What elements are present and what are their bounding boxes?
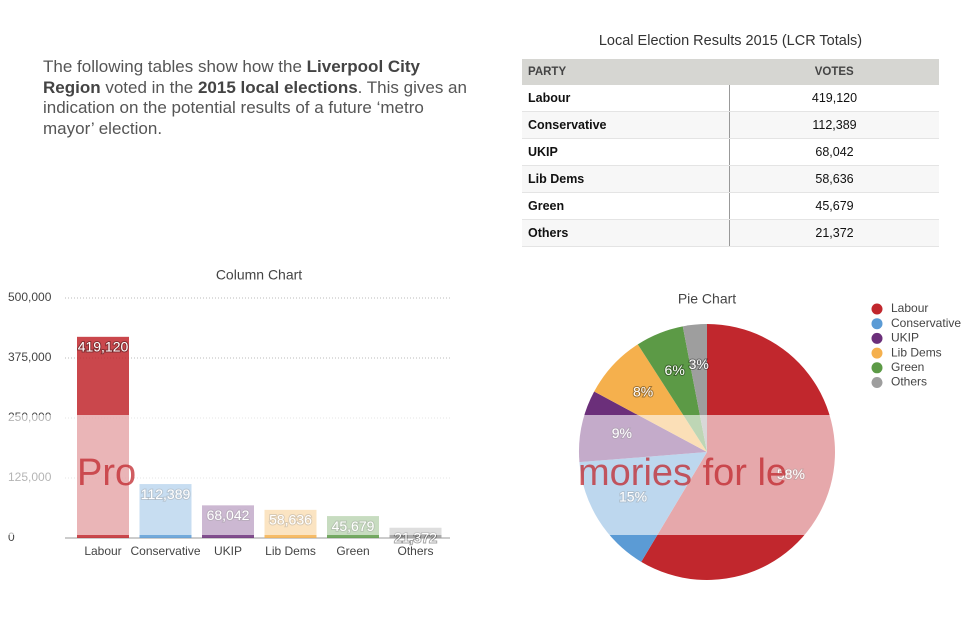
- x-tick-label: Green: [336, 544, 369, 558]
- table-cell: 419,120: [729, 85, 939, 112]
- chart-title: Pie Chart: [678, 291, 736, 307]
- table-row: Green 45,679: [522, 192, 939, 220]
- legend-label: Conservative: [891, 316, 961, 330]
- intro-segment: . This gives an indication on the potent…: [43, 77, 467, 138]
- legend-swatch: [871, 332, 883, 344]
- table-cell: 21,372: [729, 219, 939, 247]
- legend-swatch: [871, 347, 883, 359]
- intro-segment: 2015 local elections: [197, 77, 358, 97]
- intro-text: The following tables show how the Liverp…: [43, 57, 473, 139]
- table-cell: Conservative: [522, 111, 730, 139]
- table-cell: Others: [522, 219, 730, 247]
- table-cell: UKIP: [522, 138, 730, 166]
- watermark-text: Pro: [77, 452, 136, 494]
- legend-swatch: [871, 362, 883, 374]
- table-cell: 45,679: [729, 192, 939, 220]
- table-cell: 58,636: [729, 165, 939, 193]
- x-tick-label: Lib Dems: [265, 544, 316, 558]
- value-label: 6%: [665, 362, 685, 378]
- intro-segment: Liverpool City Region: [43, 57, 421, 97]
- legend-swatch: [871, 377, 883, 388]
- table-row: UKIP 68,042: [522, 138, 939, 166]
- y-tick-label: 500,000: [8, 290, 52, 304]
- watermark-band: [0, 415, 973, 535]
- table-cell: 112,389: [729, 111, 939, 139]
- table-cell: Labour: [522, 85, 730, 112]
- legend-label: Green: [891, 360, 924, 374]
- legend-label: Labour: [891, 301, 928, 315]
- table-row: Labour 419,120: [522, 85, 939, 112]
- legend-swatch: [871, 303, 883, 315]
- table-header: VOTES: [729, 59, 939, 85]
- y-tick-label: 0: [8, 530, 15, 544]
- legend-label: UKIP: [891, 331, 919, 345]
- value-label: 419,120: [78, 339, 129, 355]
- table-header: PARTY: [522, 59, 730, 85]
- results-table: PARTY VOTES Labour 419,120 Conservative 112,3…: [522, 59, 939, 247]
- x-tick-label: Labour: [84, 544, 121, 558]
- x-tick-label: Conservative: [130, 544, 200, 558]
- table-title: Local Election Results 2015 (LCR Totals): [598, 33, 863, 49]
- chart-title: Column Chart: [216, 267, 302, 283]
- x-tick-label: UKIP: [214, 544, 242, 558]
- intro-segment: voted in the: [100, 77, 198, 97]
- intro-segment: The following tables show how the: [43, 57, 307, 76]
- table-row: Conservative 112,389: [522, 111, 939, 139]
- table-cell: 68,042: [729, 138, 939, 166]
- table-cell: Green: [522, 192, 730, 220]
- legend-label: Others: [891, 375, 927, 389]
- legend-swatch: [871, 318, 883, 330]
- watermark-text: mories for le: [578, 452, 787, 494]
- value-label: 3%: [689, 356, 709, 372]
- x-tick-label: Others: [397, 544, 433, 558]
- table-cell: Lib Dems: [522, 165, 730, 193]
- y-tick-label: 375,000: [8, 350, 52, 364]
- legend-label: Lib Dems: [891, 345, 942, 359]
- table-row: Others 21,372: [522, 219, 939, 247]
- value-label: 8%: [633, 384, 653, 400]
- table-row: Lib Dems 58,636: [522, 165, 939, 193]
